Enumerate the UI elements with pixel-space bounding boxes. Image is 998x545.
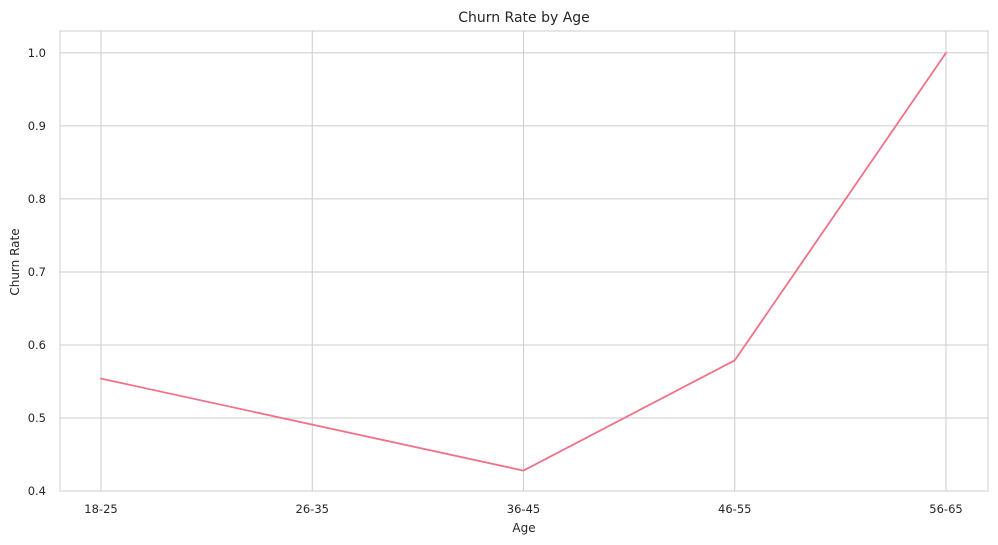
y-tick-label: 0.4: [28, 484, 46, 498]
y-tick-label: 1.0: [28, 46, 46, 60]
y-tick-label: 0.9: [28, 119, 46, 133]
series-line: [100, 52, 947, 472]
y-axis-label: Churn Rate: [8, 228, 22, 295]
y-tick-label: 0.7: [28, 265, 46, 279]
y-tick-label: 0.6: [28, 338, 46, 352]
x-tick-label: 26-35: [296, 502, 329, 516]
x-tick-labels: 18-25 26-35 36-45 46-55 56-65: [84, 502, 962, 516]
series-layer: [100, 52, 947, 472]
x-tick-label: 18-25: [84, 502, 117, 516]
plot-frame: [59, 30, 989, 492]
grid-lines: [60, 31, 988, 492]
x-axis-label: Age: [512, 521, 535, 535]
y-tick-labels: 0.4 0.5 0.6 0.7 0.8 0.9 1.0: [28, 46, 46, 498]
chart-title: Churn Rate by Age: [458, 10, 590, 26]
y-tick-label: 0.8: [28, 192, 46, 206]
x-tick-label: 56-65: [929, 502, 962, 516]
y-tick-label: 0.5: [28, 411, 46, 425]
x-tick-label: 36-45: [507, 502, 540, 516]
x-tick-label: 46-55: [718, 502, 751, 516]
